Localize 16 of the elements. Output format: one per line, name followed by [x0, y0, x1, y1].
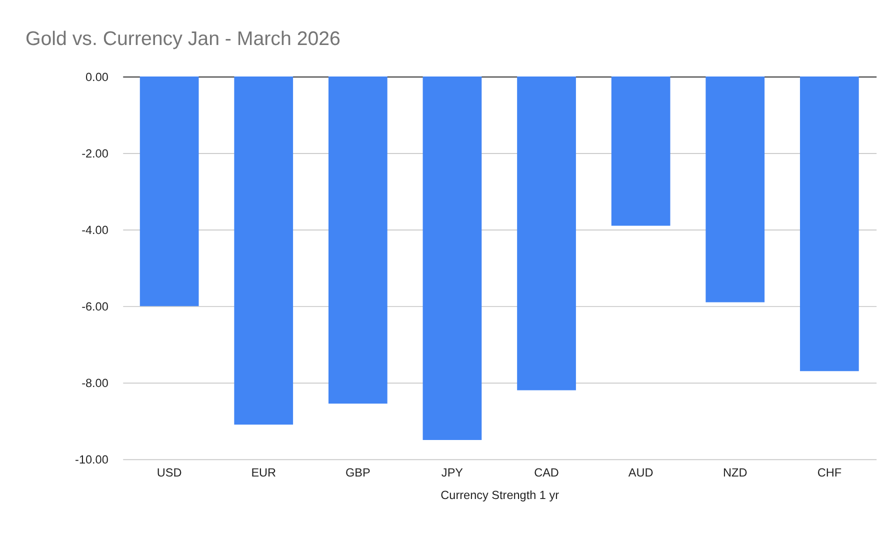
- x-tick-label: EUR: [251, 466, 276, 480]
- y-tick-label: -2.00: [82, 147, 109, 160]
- y-tick-label: -8.00: [82, 377, 109, 390]
- x-tick-label: GBP: [345, 466, 370, 480]
- y-tick-label: -6.00: [82, 300, 109, 314]
- x-tick-label: AUD: [628, 466, 654, 480]
- y-tick-label: -10.00: [75, 454, 109, 467]
- x-tick-label: CHF: [817, 466, 842, 480]
- y-tick-label: 0.00: [86, 70, 109, 84]
- chart-title: Gold vs. Currency Jan - March 2026: [25, 28, 341, 50]
- x-tick-label: CAD: [534, 466, 559, 480]
- x-tick-label: USD: [156, 466, 182, 480]
- x-axis-title: Currency Strength 1 yr: [440, 488, 560, 502]
- x-tick-label: NZD: [723, 466, 748, 480]
- y-tick-label: -4.00: [82, 224, 109, 237]
- x-tick-label: JPY: [441, 466, 464, 480]
